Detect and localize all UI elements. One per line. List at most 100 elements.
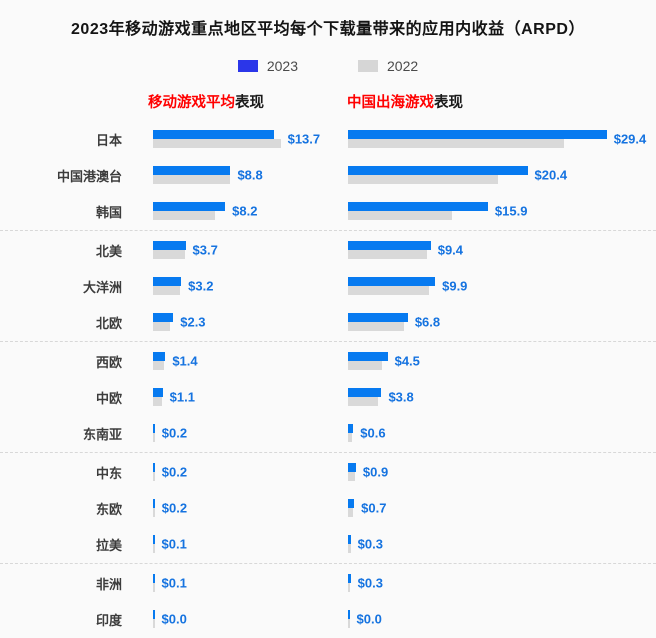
value-label-2023: $3.2	[188, 278, 214, 294]
panel-left-cell: $3.7	[153, 241, 348, 259]
value-label-2023: $9.4	[437, 242, 464, 258]
bar-2022	[348, 361, 383, 370]
panel-left-cell: $0.0	[153, 610, 348, 628]
row-label: 东南亚	[82, 426, 122, 442]
bar-2023	[348, 463, 356, 472]
panel-right-cell: $9.4	[348, 241, 656, 259]
chart-row: 中东 $0.2 $0.9	[0, 454, 656, 490]
bar-2022	[153, 361, 165, 370]
row-group: 中东 $0.2 $0.9 东欧 $0.2 $0.7 拉美 $0.1 $0.3	[0, 453, 656, 564]
bar-2022	[348, 619, 350, 628]
chart-row: 西欧 $1.4 $4.5	[0, 343, 656, 379]
value-label-2023: $0.1	[161, 575, 187, 591]
value-label-2023: $20.4	[534, 167, 568, 183]
row-label: 西欧	[95, 354, 122, 370]
legend-item-2023: 2023	[237, 58, 298, 74]
row-group: 日本 $13.7 $29.4 中国港澳台 $8.8 $20.4 韩国 $8.2 $15.9	[0, 120, 656, 231]
bar-2022	[153, 433, 155, 442]
bar-2023	[348, 499, 355, 508]
value-label-2023: $9.9	[442, 278, 468, 294]
bar-2023	[348, 424, 354, 433]
bar-2023	[348, 313, 408, 322]
value-label-2023: $1.4	[172, 353, 198, 369]
bar-2022	[348, 508, 354, 517]
legend-item-2022: 2022	[358, 58, 418, 74]
row-label: 日本	[95, 132, 122, 148]
panel-left-cell: $8.2	[153, 202, 348, 220]
bar-2022	[348, 472, 356, 481]
bar-2022	[348, 250, 428, 259]
panel-left-cell: $8.8	[153, 166, 348, 184]
bar-2022	[348, 433, 352, 442]
bar-2023	[348, 277, 436, 286]
value-label-2023: $8.8	[237, 167, 263, 183]
row-group: 西欧 $1.4 $4.5 中欧 $1.1 $3.8 东南亚 $0.2 $0.6	[0, 342, 656, 453]
bar-2022	[348, 544, 351, 553]
bar-2022	[153, 583, 155, 592]
value-label-2023: $3.7	[192, 242, 218, 258]
legend-swatch-2023-icon	[237, 60, 258, 72]
panel-right-cell: $0.3	[348, 535, 656, 553]
bar-2022	[153, 472, 155, 481]
panel-right-cell: $29.4	[348, 130, 656, 148]
bar-2022	[153, 397, 162, 406]
panel-header-right-rest: 表现	[434, 95, 463, 111]
panel-right-cell: $0.0	[348, 610, 656, 628]
panel-right-cell: $20.4	[348, 166, 656, 184]
rows: 日本 $13.7 $29.4 中国港澳台 $8.8 $20.4 韩国 $8.2 $15.9 北美 $…	[0, 120, 656, 638]
bar-2022	[348, 286, 429, 295]
bar-2022	[153, 250, 185, 259]
panel-header-left-rest: 表现	[235, 95, 264, 111]
row-label: 中欧	[95, 390, 122, 406]
legend-label-2022: 2022	[387, 58, 419, 74]
row-label: 北欧	[95, 315, 122, 331]
bar-2023	[153, 313, 174, 322]
chart-row: 北欧 $2.3 $6.8	[0, 304, 656, 340]
panel-right-cell: $3.8	[348, 388, 656, 406]
value-label-2023: $13.7	[287, 131, 321, 147]
value-label-2023: $3.8	[388, 389, 414, 405]
value-label-2023: $2.3	[180, 314, 206, 330]
value-label-2023: $0.0	[356, 611, 382, 627]
bar-2022	[348, 175, 498, 184]
bar-2022	[153, 322, 170, 331]
value-label-2023: $29.4	[613, 131, 647, 147]
bar-2022	[348, 322, 405, 331]
value-label-2023: $0.0	[161, 611, 187, 627]
chart-row: 东欧 $0.2 $0.7	[0, 490, 656, 526]
bar-2022	[153, 508, 155, 517]
chart-row: 北美 $3.7 $9.4	[0, 232, 656, 268]
panel-headers: 移动游戏平均表现 中国出海游戏表现	[0, 91, 656, 112]
row-label: 拉美	[95, 537, 122, 553]
row-label: 北美	[95, 243, 122, 259]
value-label-2023: $6.8	[414, 314, 441, 330]
chart-row: 日本 $13.7 $29.4	[0, 121, 656, 157]
bar-2022	[348, 211, 452, 220]
bar-2022	[153, 175, 231, 184]
panel-left-cell: $0.1	[153, 535, 348, 553]
panel-right-cell: $6.8	[348, 313, 656, 331]
chart-row: 大洋洲 $3.2 $9.9	[0, 268, 656, 304]
row-group: 北美 $3.7 $9.4 大洋洲 $3.2 $9.9 北欧 $2.3 $6.8	[0, 231, 656, 342]
panel-header-left-highlight: 移动游戏平均	[148, 95, 235, 111]
panel-right-cell: $15.9	[348, 202, 656, 220]
bar-2023	[348, 166, 528, 175]
legend: 2023 2022	[0, 58, 656, 74]
row-label: 东欧	[95, 501, 122, 517]
bar-2023	[153, 424, 155, 433]
panel-left-cell: $0.2	[153, 424, 348, 442]
bar-2023	[153, 535, 155, 544]
value-label-2023: $15.9	[494, 203, 528, 219]
panel-left-cell: $1.4	[153, 352, 348, 370]
panel-header-spacer	[0, 91, 148, 112]
row-label: 中国港澳台	[56, 168, 122, 184]
panel-left-cell: $13.7	[153, 130, 348, 148]
panel-right-cell: $4.5	[348, 352, 656, 370]
value-label-2023: $0.3	[357, 575, 383, 591]
panel-left-cell: $2.3	[153, 313, 348, 331]
chart-row: 东南亚 $0.2 $0.6	[0, 415, 656, 451]
bar-2023	[153, 610, 155, 619]
bar-2022	[348, 139, 564, 148]
chart-row: 印度 $0.0 $0.0	[0, 601, 656, 637]
